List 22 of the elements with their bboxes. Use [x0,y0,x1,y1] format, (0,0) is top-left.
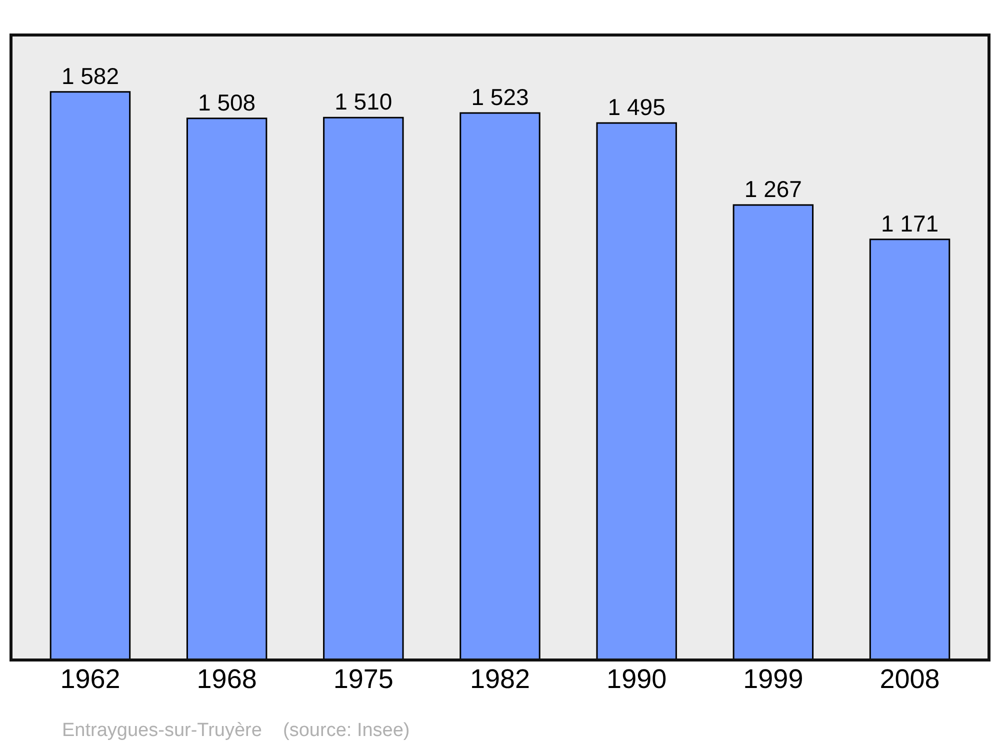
data-label: 1 495 [608,94,666,120]
data-label: 1 171 [880,210,939,236]
data-label: 1 582 [61,62,120,89]
data-label: 1 510 [334,88,392,115]
x-tick-label: 1968 [196,664,257,694]
data-label: 1 523 [471,84,529,110]
bar [732,204,814,660]
x-tick-label: 1962 [60,664,120,694]
x-tick-label: 1990 [606,664,667,694]
data-label: 1 267 [744,176,802,202]
bar [50,91,131,660]
x-tick-label: 2008 [880,664,940,694]
bar [323,116,404,660]
bar [869,238,950,660]
x-tick-label: 1975 [333,664,394,694]
bar [596,122,677,660]
data-label: 1 508 [198,89,256,116]
bar [460,112,540,660]
bar [186,118,268,660]
text: Entraygues-sur-Truyère (source: Insee) [62,720,410,741]
x-tick-label: 1999 [743,664,804,694]
x-tick-label: 1982 [470,664,530,694]
